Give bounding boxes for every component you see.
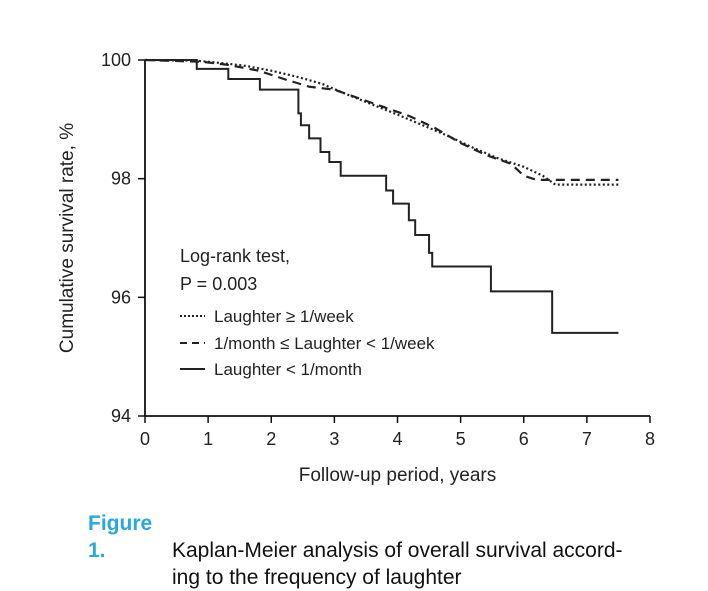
annotation-line-1: Log-rank test, bbox=[180, 246, 290, 266]
x-tick-label: 3 bbox=[329, 429, 339, 449]
log-rank-annotation: Log-rank test, P = 0.003 bbox=[180, 246, 290, 294]
legend-label-1: Laughter ≥ 1/week bbox=[214, 307, 354, 326]
legend-label-2: 1/month ≤ Laughter < 1/week bbox=[214, 334, 435, 353]
x-tick-label: 7 bbox=[582, 429, 592, 449]
legend-label-3: Laughter < 1/month bbox=[214, 360, 362, 379]
axes: 0 1 2 3 4 5 6 7 8 94 96 98 100 bbox=[101, 50, 655, 449]
y-tick-label: 100 bbox=[101, 50, 131, 70]
series-line-3 bbox=[145, 59, 619, 334]
x-tick-label: 8 bbox=[645, 429, 655, 449]
series-layer bbox=[144, 58, 619, 334]
caption-line-2: ing to the frequency of laughter bbox=[172, 566, 462, 589]
caption-line-1: Kaplan-Meier analysis of overall surviva… bbox=[172, 539, 623, 562]
x-tick-label: 5 bbox=[456, 429, 466, 449]
figure-label: Figure 1. bbox=[88, 512, 153, 562]
annotation-line-2: P = 0.003 bbox=[180, 274, 257, 294]
x-tick-label: 6 bbox=[519, 429, 529, 449]
series-line-1 bbox=[144, 58, 619, 186]
series-line-2 bbox=[144, 58, 619, 181]
figure-caption: Figure 1. Kaplan-Meier analysis of overal… bbox=[88, 510, 688, 591]
x-ticks: 0 1 2 3 4 5 6 7 8 bbox=[140, 416, 655, 449]
y-ticks: 94 96 98 100 bbox=[101, 50, 145, 426]
y-tick-label: 94 bbox=[111, 406, 131, 426]
legend: Laughter ≥ 1/week 1/month ≤ Laughter < 1/… bbox=[180, 307, 435, 379]
x-tick-label: 2 bbox=[266, 429, 276, 449]
x-tick-label: 0 bbox=[140, 429, 150, 449]
x-axis-label: Follow-up period, years bbox=[299, 465, 496, 486]
y-axis-label: Cumulative survival rate, % bbox=[57, 123, 78, 353]
y-tick-label: 96 bbox=[111, 287, 131, 307]
x-tick-label: 1 bbox=[203, 429, 213, 449]
y-tick-label: 98 bbox=[111, 169, 131, 189]
km-chart: 0 1 2 3 4 5 6 7 8 94 96 98 100 Follow-up period, ye… bbox=[57, 50, 655, 486]
x-tick-label: 4 bbox=[392, 429, 402, 449]
